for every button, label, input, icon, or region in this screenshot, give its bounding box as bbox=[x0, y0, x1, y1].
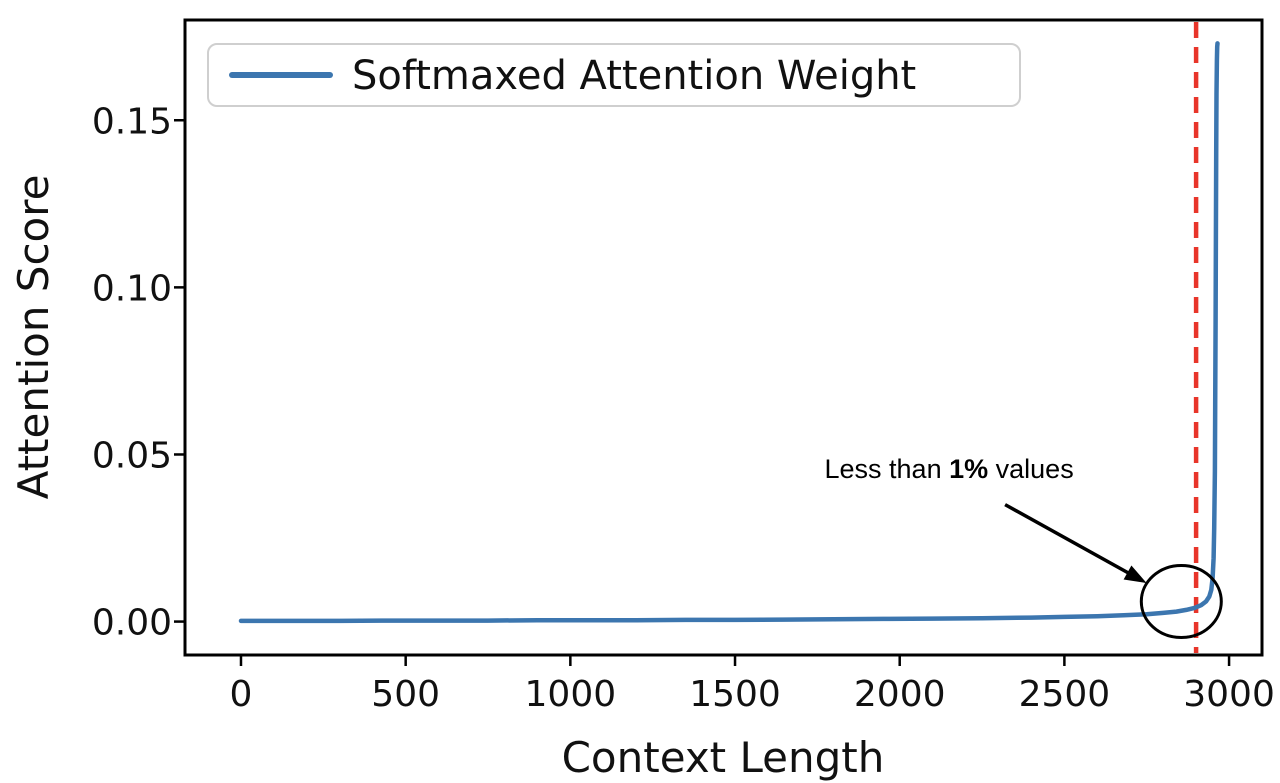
annotation-text-prefix: Less than bbox=[825, 454, 950, 484]
x-tick-label: 2000 bbox=[854, 674, 946, 715]
x-tick-label: 2500 bbox=[1019, 674, 1111, 715]
x-axis-label: Context Length bbox=[562, 733, 885, 782]
x-tick-label: 1500 bbox=[689, 674, 781, 715]
legend: Softmaxed Attention Weight bbox=[207, 43, 1021, 107]
y-axis-label: Attention Score bbox=[9, 175, 58, 500]
x-tick-label: 500 bbox=[371, 674, 440, 715]
legend-box bbox=[207, 43, 1021, 107]
x-tick-label: 0 bbox=[230, 674, 253, 715]
annotation-text-bold: 1% bbox=[949, 454, 988, 484]
annotation-text: Less than 1% values bbox=[825, 454, 1074, 484]
highlight-circle bbox=[1139, 564, 1223, 639]
annotation-arrow-line bbox=[1004, 503, 1134, 577]
annotation-arrow bbox=[1004, 503, 1147, 584]
x-tick-label: 3000 bbox=[1183, 674, 1275, 715]
annotation-text-suffix: values bbox=[996, 454, 1074, 484]
x-ticks: 0 500 1000 1500 2000 2500 3000 bbox=[230, 655, 1275, 715]
attention-line bbox=[238, 41, 1220, 624]
plot-border bbox=[183, 18, 1264, 657]
y-tick-label: 0.00 bbox=[92, 603, 172, 644]
legend-label: Softmaxed Attention Weight bbox=[352, 53, 916, 99]
x-tick-label: 1000 bbox=[525, 674, 617, 715]
y-tick-label: 0.15 bbox=[92, 101, 172, 142]
y-tick-label: 0.05 bbox=[92, 435, 172, 476]
annotation-arrowhead-icon bbox=[1123, 565, 1147, 584]
y-tick-label: 0.10 bbox=[92, 268, 172, 309]
y-ticks: 0.00 0.05 0.10 0.15 bbox=[92, 101, 185, 644]
